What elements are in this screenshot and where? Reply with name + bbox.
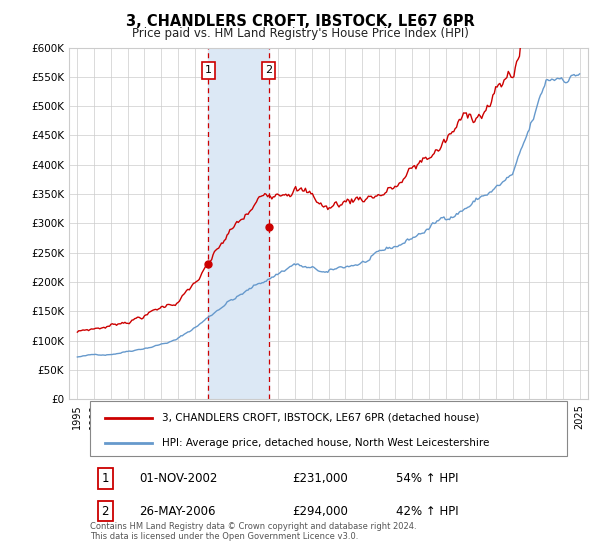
Bar [208,48,269,399]
Text: 1: 1 [205,66,212,76]
Text: HPI: Average price, detached house, North West Leicestershire: HPI: Average price, detached house, Nort… [163,438,490,449]
Text: 54% ↑ HPI: 54% ↑ HPI [396,472,458,485]
Text: 26-MAY-2006: 26-MAY-2006 [139,505,215,518]
Text: 42% ↑ HPI: 42% ↑ HPI [396,505,458,518]
Text: £231,000: £231,000 [292,472,348,485]
Text: Contains HM Land Registry data © Crown copyright and database right 2024.
This d: Contains HM Land Registry data © Crown c… [90,522,416,542]
Text: 2: 2 [101,505,109,518]
Text: 2: 2 [265,66,272,76]
Text: 3, CHANDLERS CROFT, IBSTOCK, LE67 6PR: 3, CHANDLERS CROFT, IBSTOCK, LE67 6PR [125,14,475,29]
Text: Price paid vs. HM Land Registry's House Price Index (HPI): Price paid vs. HM Land Registry's House … [131,27,469,40]
Text: 1: 1 [101,472,109,485]
Text: £294,000: £294,000 [292,505,348,518]
Text: 3, CHANDLERS CROFT, IBSTOCK, LE67 6PR (detached house): 3, CHANDLERS CROFT, IBSTOCK, LE67 6PR (d… [163,413,480,423]
Text: 01-NOV-2002: 01-NOV-2002 [139,472,217,485]
FancyBboxPatch shape [90,401,567,456]
